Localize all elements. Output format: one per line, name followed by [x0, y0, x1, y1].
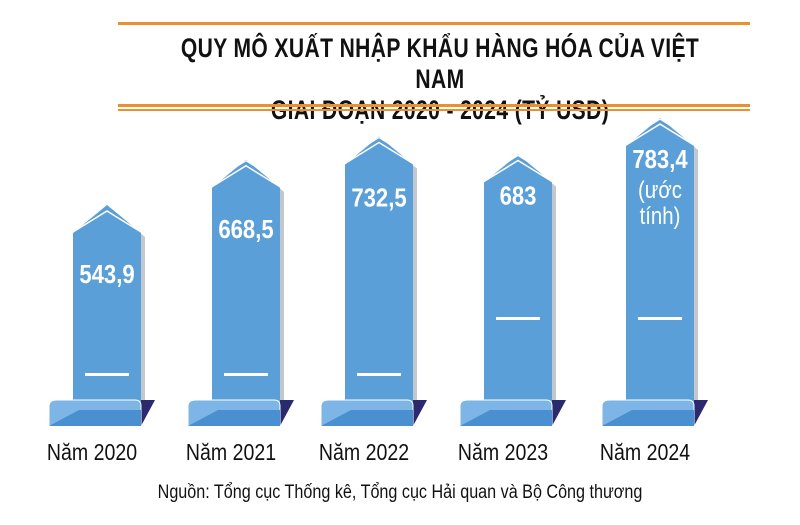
- bar-dash: [224, 373, 268, 376]
- base-dark-fold: [141, 400, 155, 426]
- category-label: Năm 2024: [600, 440, 690, 466]
- bar-chevron: [72, 210, 142, 233]
- bar: [212, 159, 280, 418]
- base-dark-fold: [552, 400, 566, 426]
- category-label: Năm 2021: [186, 440, 276, 466]
- bar-chevron: [625, 118, 695, 141]
- bar: [345, 136, 413, 418]
- category-label: Năm 2022: [319, 440, 409, 466]
- source-note: Nguồn: Tổng cục Thống kê, Tổng cục Hải q…: [157, 482, 643, 503]
- title-line-1: QUY MÔ XUẤT NHẬP KHẨU HÀNG HÓA CỦA VIỆT …: [180, 33, 700, 94]
- bar-dash: [496, 317, 540, 320]
- base-dark-fold: [694, 400, 708, 426]
- bar: [484, 154, 552, 418]
- note-label: (ước: [638, 177, 682, 204]
- value-label: 543,9: [79, 260, 134, 289]
- bar-dash: [357, 373, 401, 376]
- category-label: Năm 2020: [47, 440, 137, 466]
- bar-base-shade: [602, 410, 694, 426]
- bar-chevron: [483, 154, 553, 178]
- category-label: Năm 2023: [458, 440, 548, 466]
- bar-base-shade: [188, 410, 280, 426]
- bar-chevron: [483, 159, 553, 183]
- value-label: 783,4: [632, 145, 688, 174]
- bar-dash: [638, 317, 682, 320]
- bar: [73, 205, 141, 418]
- note-label: tính): [640, 203, 681, 230]
- value-label: 732,5: [351, 184, 406, 213]
- bottom-rule-2: [118, 109, 750, 111]
- bar-chevron: [211, 160, 281, 183]
- bar-chevron: [211, 164, 281, 188]
- bar-base-shade: [321, 410, 413, 426]
- value-label: 668,5: [218, 215, 273, 244]
- bar-chevron: [344, 141, 414, 165]
- bar-chevron: [344, 136, 414, 160]
- bar-base-shade: [49, 410, 141, 426]
- bar-base-shade: [460, 410, 552, 426]
- bar-dash: [85, 373, 129, 376]
- base-dark-fold: [413, 400, 427, 426]
- bottom-rule-1: [118, 104, 750, 107]
- value-label: 683: [500, 182, 537, 211]
- base-dark-fold: [280, 400, 294, 426]
- bar-chevron: [625, 123, 695, 146]
- bar: [626, 118, 694, 419]
- top-rule: [118, 22, 750, 25]
